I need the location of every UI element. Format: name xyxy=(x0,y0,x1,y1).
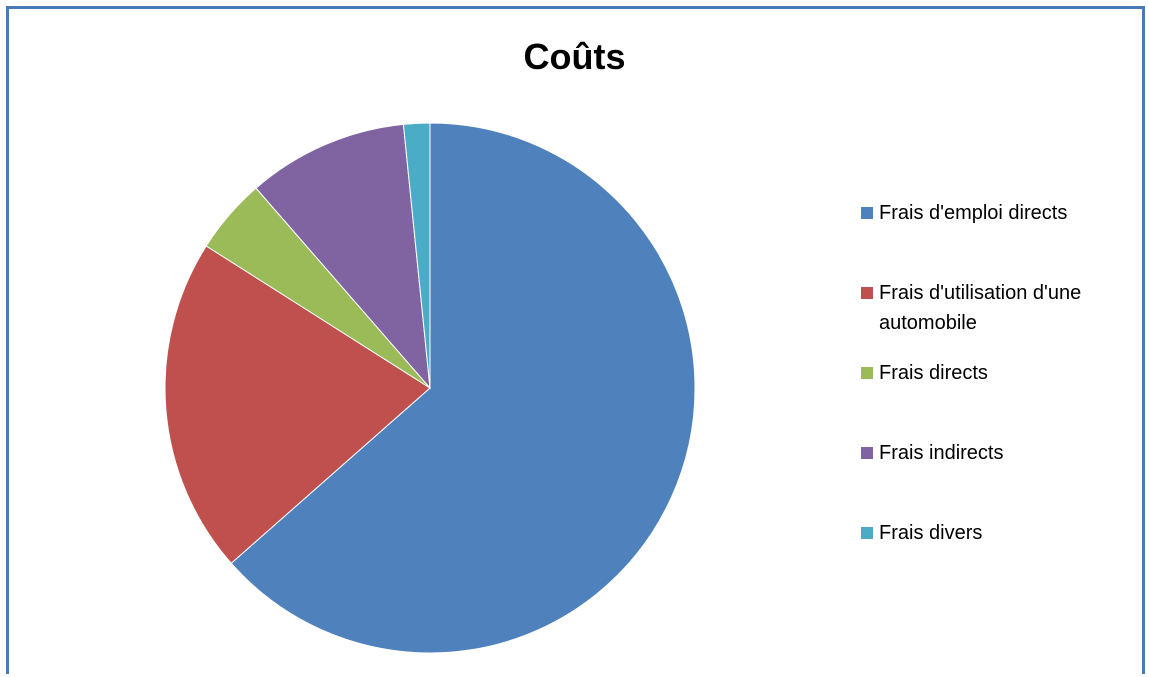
legend-swatch xyxy=(861,207,873,219)
pie-slice-4 xyxy=(402,122,431,389)
legend-item-frais-emploi-directs: Frais d'emploi directs xyxy=(861,200,1141,228)
legend-item-frais-divers: Frais divers xyxy=(861,520,1141,548)
chart-title: Coûts xyxy=(523,36,626,77)
legend-swatch xyxy=(861,527,873,539)
legend-swatch xyxy=(861,287,873,299)
legend-label: Frais indirects xyxy=(879,442,1004,464)
pie-slice-1 xyxy=(164,245,431,564)
legend-item-frais-indirects: Frais indirects xyxy=(861,440,1141,468)
legend-label: Frais divers xyxy=(879,522,983,544)
pie-slice-3 xyxy=(255,123,431,390)
legend-label: Frais d'emploi directs xyxy=(879,202,1068,224)
legend-item-frais-utilisation-automobile: Frais d'utilisation d'une automobile xyxy=(861,280,1141,338)
legend-item-frais-directs: Frais directs xyxy=(861,360,1141,388)
legend-swatch xyxy=(861,447,873,459)
pie-slice-0 xyxy=(230,122,696,654)
legend-label: Frais d'utilisation d'une automobile xyxy=(879,282,1082,334)
legend-swatch xyxy=(861,367,873,379)
legend-label: Frais directs xyxy=(879,362,988,384)
